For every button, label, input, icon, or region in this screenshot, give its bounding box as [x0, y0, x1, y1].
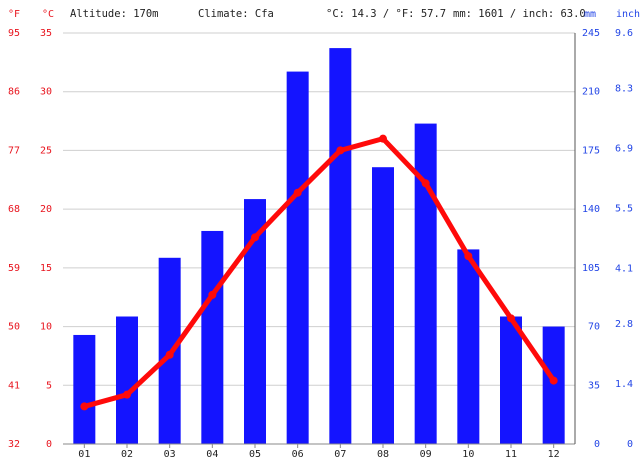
- bar: [329, 48, 352, 444]
- bar: [457, 249, 480, 444]
- y2-tick-label-inch: 0: [627, 439, 633, 450]
- climate: Climate: Cfa: [198, 8, 274, 20]
- unit-inch: inch: [616, 9, 640, 20]
- y-tick-label-f: 50: [8, 322, 20, 333]
- temperature-point: [379, 134, 387, 143]
- temperature-point: [421, 179, 430, 188]
- precipitation-summary: mm: 1601 / inch: 63.0: [453, 8, 586, 20]
- unit-c: °C: [42, 9, 54, 20]
- y-tick-label-c: 15: [40, 263, 52, 274]
- y2-tick-label-mm: 0: [594, 439, 600, 450]
- y-tick-label-c: 25: [40, 145, 52, 156]
- temperature-point: [208, 290, 217, 299]
- temperature-point: [336, 146, 345, 155]
- bar: [500, 316, 522, 444]
- y-tick-label-c: 0: [46, 439, 52, 450]
- x-tick-label: 02: [121, 449, 133, 460]
- x-tick-label: 01: [78, 449, 90, 460]
- x-tick-label: 07: [334, 449, 346, 460]
- y-tick-label-c: 10: [40, 322, 52, 333]
- bar: [542, 326, 565, 444]
- y2-tick-label-inch: 5.5: [615, 204, 633, 215]
- bar: [244, 199, 266, 444]
- y2-tick-label-inch: 8.3: [615, 84, 633, 95]
- y-tick-label-c: 35: [40, 28, 52, 39]
- y-tick-label-c: 5: [46, 380, 52, 391]
- y-tick-label-f: 68: [8, 204, 20, 215]
- bar: [73, 334, 96, 444]
- y2-tick-label-mm: 175: [582, 145, 600, 156]
- x-tick-label: 09: [420, 449, 432, 460]
- temperature-point: [464, 252, 473, 261]
- y-tick-label-f: 86: [8, 87, 20, 98]
- y2-tick-label-inch: 4.1: [615, 263, 633, 274]
- y2-tick-label-inch: 9.6: [615, 28, 633, 39]
- x-tick-label: 12: [548, 449, 560, 460]
- bar: [372, 167, 394, 444]
- unit-mm: mm: [584, 9, 596, 20]
- temperature-point: [123, 390, 131, 399]
- bar: [414, 123, 437, 444]
- y-tick-label-f: 95: [8, 28, 20, 39]
- temperature-line: [83, 136, 556, 409]
- bar: [201, 230, 224, 444]
- temperature-summary: °C: 14.3 / °F: 57.7: [326, 8, 446, 20]
- y-tick-label-f: 59: [8, 263, 20, 274]
- y2-tick-label-inch: 2.8: [615, 319, 633, 330]
- bar: [286, 71, 309, 444]
- bar: [116, 316, 138, 444]
- y-tick-label-f: 77: [8, 145, 20, 156]
- y2-tick-label-mm: 35: [588, 380, 600, 391]
- x-tick-label: 04: [206, 449, 218, 460]
- unit-f: °F: [8, 9, 20, 20]
- temperature-point: [80, 402, 89, 411]
- y-tick-label-c: 20: [40, 204, 52, 215]
- x-tick-label: 08: [377, 449, 389, 460]
- x-tick-label: 06: [292, 449, 304, 460]
- y2-tick-label-mm: 245: [582, 28, 600, 39]
- temperature-point: [165, 350, 174, 359]
- y2-tick-label-mm: 140: [582, 204, 600, 215]
- x-tick-label: 03: [164, 449, 176, 460]
- y-tick-label-c: 30: [40, 87, 52, 98]
- y2-tick-label-inch: 6.9: [615, 144, 633, 155]
- altitude: Altitude: 170m: [70, 8, 159, 20]
- y-tick-label-f: 32: [8, 439, 20, 450]
- y-tick-label-f: 41: [8, 380, 20, 391]
- y2-tick-label-mm: 210: [582, 87, 600, 98]
- temperature-point: [293, 188, 302, 197]
- temperature-point: [549, 376, 558, 385]
- temperature-point: [507, 314, 515, 323]
- y2-tick-label-mm: 70: [588, 322, 600, 333]
- y2-tick-label-mm: 105: [582, 263, 600, 274]
- x-tick-label: 11: [505, 449, 517, 460]
- temperature-point: [251, 233, 259, 242]
- x-tick-label: 05: [249, 449, 261, 460]
- x-tick-label: 10: [462, 449, 474, 460]
- y2-tick-label-inch: 1.4: [615, 379, 633, 390]
